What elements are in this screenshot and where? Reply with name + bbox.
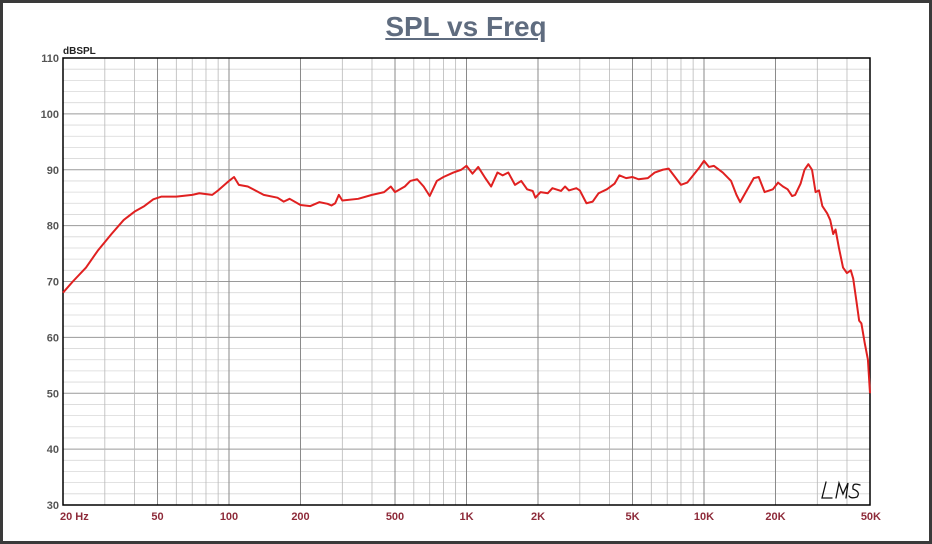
x-tick-label: 200 xyxy=(291,511,309,523)
y-axis-label: dBSPL xyxy=(63,46,96,57)
y-tick-label: 40 xyxy=(47,444,59,456)
x-tick-label: 20 Hz xyxy=(60,511,89,523)
y-tick-label: 100 xyxy=(41,109,59,121)
series-layer xyxy=(62,159,871,394)
lms-logo-mark xyxy=(821,480,861,499)
x-tick-label: 2K xyxy=(531,511,545,523)
x-tick-label: 10K xyxy=(694,511,714,523)
y-tick-label: 80 xyxy=(47,221,59,233)
x-tick-label: 500 xyxy=(386,511,404,523)
x-tick-label: 1K xyxy=(459,511,473,523)
x-tick-label: 20K xyxy=(765,511,785,523)
plot-border xyxy=(62,57,871,506)
x-tick-label: 50 xyxy=(151,511,163,523)
y-tick-label: 110 xyxy=(41,53,59,65)
x-tick-label: 100 xyxy=(220,511,238,523)
y-tick-label: 70 xyxy=(47,277,59,289)
y-tick-labels: 30 40 50 60 70 80 90 100 110 xyxy=(41,53,59,512)
y-tick-label: 30 xyxy=(47,500,59,512)
x-tick-label: 5K xyxy=(625,511,639,523)
x-tick-label: 50K xyxy=(861,511,881,523)
y-tick-label: 60 xyxy=(47,332,59,344)
chart-title: SPL vs Freq xyxy=(385,11,547,42)
x-tick-labels: 20 Hz 50 100 200 500 1K 2K 5K 10K 20K 50K xyxy=(60,511,881,523)
lms-logo xyxy=(821,480,861,499)
y-tick-label: 90 xyxy=(47,165,59,177)
spl-series-line xyxy=(62,159,871,394)
grid xyxy=(62,57,871,506)
y-tick-label: 50 xyxy=(47,388,59,400)
